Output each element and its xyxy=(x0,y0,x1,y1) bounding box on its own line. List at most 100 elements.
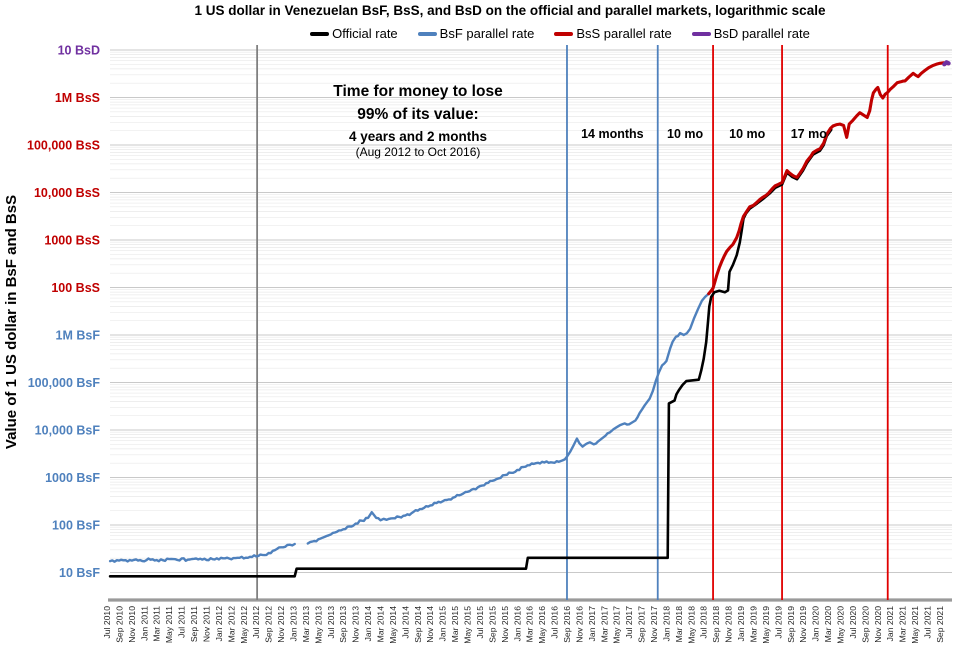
x-tick-label: May 2011 xyxy=(164,606,174,643)
x-tick-label: Sep 2014 xyxy=(413,606,423,643)
legend-label: BsF parallel rate xyxy=(439,26,535,41)
y-tick-label: 1M BsF xyxy=(56,329,101,343)
x-tick-label: Jul 2010 xyxy=(102,606,112,639)
y-tick-label: 10 BsD xyxy=(58,44,100,58)
x-tick-label: Jul 2020 xyxy=(848,606,858,639)
x-tick-label: Jan 2021 xyxy=(885,606,895,642)
annotation-block: Time for money to lose 99% of its value:… xyxy=(258,80,578,159)
x-tick-label: Sep 2021 xyxy=(935,606,945,643)
legend-item-bsd: BsD parallel rate xyxy=(691,26,810,41)
x-tick-label: Mar 2018 xyxy=(674,606,684,643)
bsf-parallel-swatch xyxy=(417,31,437,36)
y-tick-label: 1000 BsS xyxy=(44,234,100,248)
x-tick-label: Jul 2021 xyxy=(923,606,933,639)
x-tick-label: Sep 2015 xyxy=(487,606,497,643)
x-tick-label: May 2016 xyxy=(537,606,547,644)
x-tick-label: Jul 2012 xyxy=(251,606,261,639)
legend-label: Official rate xyxy=(332,26,398,41)
x-tick-label: Mar 2011 xyxy=(152,606,162,642)
x-tick-label: Sep 2013 xyxy=(338,606,348,643)
x-tick-label: Nov 2017 xyxy=(649,606,659,643)
chart-title: 1 US dollar in Venezuelan BsF, BsS, and … xyxy=(194,3,826,18)
x-tick-label: Jan 2015 xyxy=(438,606,448,642)
x-tick-label: Sep 2019 xyxy=(786,606,796,643)
y-tick-label: 1000 BsF xyxy=(45,471,100,485)
x-tick-label: Nov 2018 xyxy=(724,606,734,643)
x-tick-label: Nov 2016 xyxy=(574,606,584,643)
y-tick-label: 10 BsF xyxy=(59,566,100,580)
x-tick-label: Mar 2016 xyxy=(525,606,535,643)
x-tick-label: Sep 2012 xyxy=(264,606,274,643)
x-tick-label: Mar 2020 xyxy=(823,606,833,643)
x-tick-label: Nov 2020 xyxy=(873,606,883,643)
series-bsf-parallel-rate xyxy=(306,292,710,545)
span-label: 10 mo xyxy=(729,127,765,141)
x-tick-label: Mar 2015 xyxy=(450,606,460,643)
annotation-line: 4 years and 2 months xyxy=(348,129,488,145)
x-tick-labels: Jul 2010 Sep 2010 Nov 2010 Jan 2011 Mar 2011… xyxy=(102,606,945,644)
x-tick-label: Mar 2017 xyxy=(599,606,609,643)
x-tick-label: May 2013 xyxy=(313,606,323,644)
x-tick-label: Jan 2013 xyxy=(288,606,298,642)
x-tick-label: Jul 2011 xyxy=(177,606,187,638)
annotation-line: Time for money to lose xyxy=(333,83,503,100)
legend-item-bsf: BsF parallel rate xyxy=(417,26,535,41)
event-vertical-lines xyxy=(256,45,889,600)
gridlines xyxy=(110,49,952,573)
x-tick-label: Nov 2010 xyxy=(127,606,137,643)
x-tick-label: Sep 2017 xyxy=(637,606,647,643)
span-label: 10 mo xyxy=(667,127,703,141)
x-tick-label: May 2020 xyxy=(835,606,845,644)
y-tick-label: 10,000 BsF xyxy=(35,424,101,438)
legend: Official rate BsF parallel rate BsS para… xyxy=(160,26,960,41)
x-tick-label: May 2015 xyxy=(463,606,473,644)
span-label: 17 mo xyxy=(791,127,827,141)
x-tick-label: Sep 2016 xyxy=(562,606,572,643)
x-tick-label: Jan 2017 xyxy=(587,606,597,642)
y-tick-label: 100 BsS xyxy=(51,281,100,295)
x-tick-label: Nov 2013 xyxy=(351,606,361,643)
x-tick-label: Jul 2016 xyxy=(550,606,560,639)
x-tick-label: Mar 2021 xyxy=(898,606,908,643)
annotation-line: (Aug 2012 to Oct 2016) xyxy=(355,145,481,160)
x-tick-label: Sep 2018 xyxy=(711,606,721,643)
x-tick-label: May 2017 xyxy=(612,606,622,644)
x-tick-label: Jul 2014 xyxy=(400,606,410,639)
x-tick-label: May 2021 xyxy=(910,606,920,644)
legend-item-official: Official rate xyxy=(310,26,398,41)
x-tick-label: Jan 2019 xyxy=(736,606,746,642)
x-tick-label: May 2014 xyxy=(388,606,398,644)
duration-span-labels: 14 months 10 mo 10 mo 17 mo xyxy=(581,127,827,141)
x-tick-label: Jan 2014 xyxy=(363,606,373,642)
data-series xyxy=(108,60,951,578)
y-axis-title-text: Value of 1 US dollar in BsF and BsS xyxy=(3,195,20,449)
x-tick-label: Jul 2017 xyxy=(624,606,634,639)
x-tick-label: Nov 2014 xyxy=(425,606,435,643)
official-rate-swatch xyxy=(310,31,330,36)
x-tick-label: Mar 2013 xyxy=(301,606,311,643)
x-tick-label: Sep 2011 xyxy=(189,606,199,642)
x-tick-label: Jul 2019 xyxy=(773,606,783,639)
x-tick-label: Jan 2016 xyxy=(512,606,522,642)
x-tick-label: Mar 2019 xyxy=(748,606,758,643)
x-tick-label: Sep 2020 xyxy=(860,606,870,643)
series-bss-parallel-rate xyxy=(707,61,951,296)
x-tick-label: Jul 2015 xyxy=(475,606,485,639)
y-tick-label: 1M BsS xyxy=(55,91,100,105)
span-label: 14 months xyxy=(581,127,644,141)
x-tick-label: Jan 2020 xyxy=(811,606,821,642)
x-tick-label: Jul 2018 xyxy=(699,606,709,639)
series-bsd-parallel-rate xyxy=(942,60,951,67)
y-axis-title: Value of 1 US dollar in BsF and BsS xyxy=(3,195,20,449)
bsd-parallel-swatch xyxy=(691,31,711,36)
x-tick-label: Mar 2014 xyxy=(376,606,386,643)
y-tick-label: 100,000 BsS xyxy=(27,139,100,153)
x-tick-label: Nov 2015 xyxy=(500,606,510,643)
x-tick-label: May 2019 xyxy=(761,606,771,644)
x-tick-label: Jan 2018 xyxy=(661,606,671,642)
x-tick-label: Jan 2012 xyxy=(214,606,224,642)
y-tick-label: 100 BsF xyxy=(52,519,100,533)
y-tick-label: 10,000 BsS xyxy=(34,186,100,200)
